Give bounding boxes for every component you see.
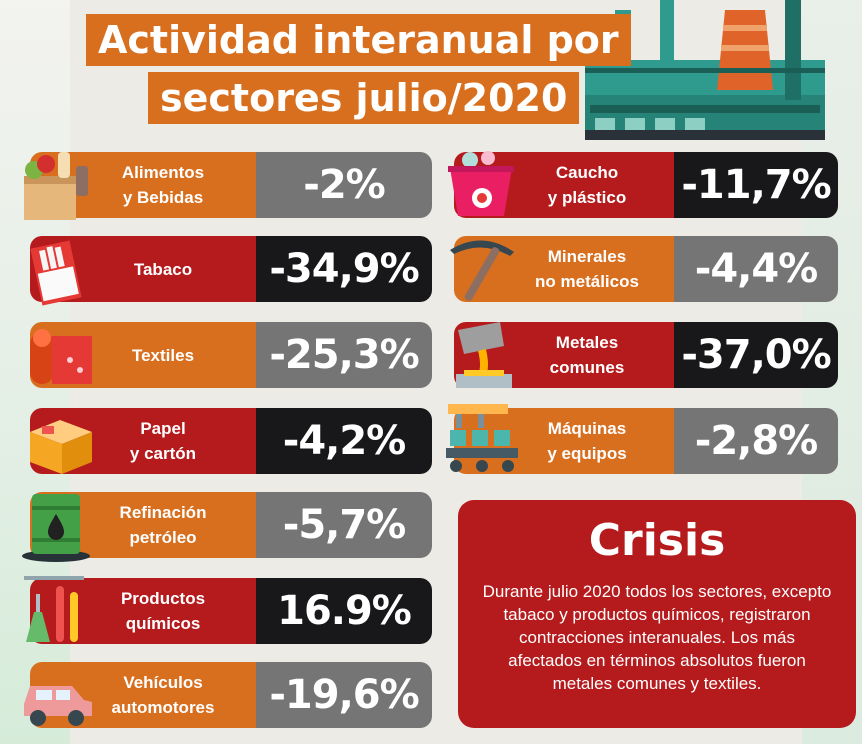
title-line-2: sectores julio/2020 <box>148 72 580 124</box>
sector-pill: Máquinas y equipos -2,8% <box>454 408 838 474</box>
sector-row: Textiles -25,3% <box>16 322 432 388</box>
cardboard-box-icon <box>30 420 92 474</box>
sector-row: Papel y cartón -4,2% <box>16 408 432 474</box>
car-icon <box>24 686 92 726</box>
sector-pill: Metales comunes -37,0% <box>454 322 838 388</box>
crisis-title: Crisis <box>588 515 726 566</box>
sector-pill: Caucho y plástico -11,7% <box>454 152 838 218</box>
sector-row: Tabaco -34,9% <box>16 236 432 306</box>
sector-value: -25,3% <box>256 322 432 388</box>
assembly-line-icon <box>446 404 518 472</box>
sector-value: -2,8% <box>674 408 838 474</box>
sector-row: Vehículos automotores -19,6% <box>16 662 432 728</box>
oil-barrel-icon <box>22 494 90 562</box>
sector-label: Productos químicos <box>30 578 256 644</box>
sector-value: -19,6% <box>256 662 432 728</box>
sector-value: -37,0% <box>674 322 838 388</box>
sector-pill: Minerales no metálicos -4,4% <box>454 236 838 302</box>
crisis-box: Crisis Durante julio 2020 todos los sect… <box>458 500 856 728</box>
sector-value: -4,2% <box>256 408 432 474</box>
sector-value: 16.9% <box>256 578 432 644</box>
sector-row: Metales comunes -37,0% <box>442 322 838 388</box>
sector-value: -2% <box>256 152 432 218</box>
sector-row: Máquinas y equipos -2,8% <box>442 404 838 474</box>
sector-pill: Vehículos automotores -19,6% <box>30 662 432 728</box>
grocery-bag-icon <box>24 152 88 220</box>
sector-label: Máquinas y equipos <box>454 408 674 474</box>
molten-metal-ladle-icon <box>456 322 512 388</box>
lab-flasks-icon <box>24 576 84 642</box>
sector-pill: Productos químicos 16.9% <box>30 578 432 644</box>
sector-value: -4,4% <box>674 236 838 302</box>
sector-row: Productos químicos 16.9% <box>16 576 432 644</box>
title-line-1: Actividad interanual por <box>86 14 631 66</box>
sector-row: Alimentos y Bebidas -2% <box>16 152 432 220</box>
sector-value: -34,9% <box>256 236 432 302</box>
pickaxe-icon <box>450 240 514 301</box>
plastic-bucket-icon <box>448 151 514 216</box>
sector-row: Refinación petróleo -5,7% <box>16 492 432 562</box>
sector-row: Caucho y plástico -11,7% <box>442 151 838 218</box>
sector-row: Minerales no metálicos -4,4% <box>442 236 838 302</box>
sector-value: -11,7% <box>674 152 838 218</box>
crisis-text: Durante julio 2020 todos los sectores, e… <box>482 582 832 693</box>
fabric-roll-icon <box>30 329 92 384</box>
sector-label: Vehículos automotores <box>30 662 256 728</box>
sector-value: -5,7% <box>256 492 432 558</box>
cigarette-pack-icon <box>30 240 82 306</box>
